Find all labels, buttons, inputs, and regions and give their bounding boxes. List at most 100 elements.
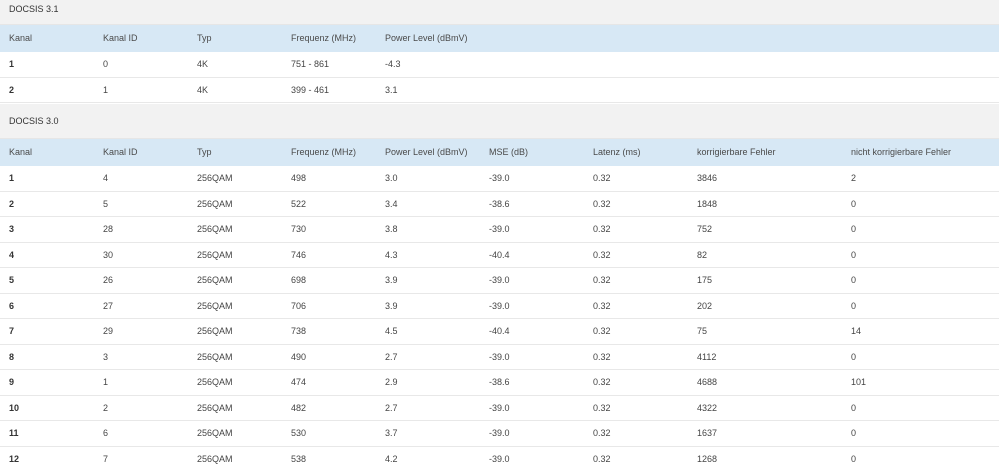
cell-kanal-id: 6: [103, 428, 109, 438]
cell-power-level: 3.0: [385, 173, 398, 183]
cell-mse: -39.0: [489, 428, 510, 438]
table-row: 4 30 256QAM 746 4.3 -40.4 0.32 82 0: [0, 242, 999, 268]
cell-frequenz: 498: [291, 173, 307, 183]
cell-kanal-id: 4: [103, 173, 109, 183]
table-row: 1 4 256QAM 498 3.0 -39.0 0.32 3846 2: [0, 166, 999, 192]
cell-typ: 256QAM: [197, 249, 233, 260]
cell-nicht-korrigierbare-fehler: 0: [851, 224, 857, 234]
cell-kanal: 11: [9, 428, 19, 438]
cell-typ: 256QAM: [197, 402, 233, 413]
cell-latenz: 0.32: [593, 198, 611, 209]
cell-power-level: 2.9: [385, 377, 398, 387]
cell-kanal-id: 7: [103, 453, 109, 464]
docsis30-header-row: Kanal Kanal ID Typ Frequenz (MHz) Power …: [0, 139, 999, 166]
cell-mse: -39.0: [489, 275, 510, 285]
cell-typ: 4K: [197, 84, 209, 95]
cell-korrigierbare-fehler: 4322: [697, 402, 718, 413]
table-row: 7 29 256QAM 738 4.5 -40.4 0.32 75 14: [0, 319, 999, 345]
cell-kanal-id: 1: [103, 377, 109, 387]
cell-frequenz: 706: [291, 300, 307, 311]
cell-korrigierbare-fehler: 752: [697, 224, 713, 234]
cell-power-level: -4.3: [385, 59, 401, 69]
cell-kanal: 1: [9, 173, 15, 183]
cell-power-level: 3.1: [385, 84, 398, 95]
cell-kanal: 6: [9, 300, 15, 311]
cell-typ: 256QAM: [197, 198, 233, 209]
cell-frequenz: 698: [291, 275, 307, 285]
column-header-frequenz: Frequenz (MHz): [291, 147, 357, 157]
docsis30-title: DOCSIS 3.0: [0, 104, 999, 139]
cell-frequenz: 738: [291, 326, 307, 336]
cell-korrigierbare-fehler: 82: [697, 249, 708, 260]
cell-kanal-id: 0: [103, 59, 109, 69]
cell-korrigierbare-fehler: 1637: [697, 428, 718, 438]
cell-typ: 256QAM: [197, 326, 233, 336]
cell-frequenz: 530: [291, 428, 307, 438]
docsis31-section: DOCSIS 3.1 Kanal Kanal ID Typ Frequenz (…: [0, 0, 999, 104]
cell-typ: 256QAM: [197, 377, 233, 387]
docsis30-rows: 1 4 256QAM 498 3.0 -39.0 0.32 3846 2 2 5 256QAM 522 3…: [0, 166, 999, 467]
cell-kanal-id: 29: [103, 326, 114, 336]
table-row: 3 28 256QAM 730 3.8 -39.0 0.32 752 0: [0, 217, 999, 243]
cell-korrigierbare-fehler: 4688: [697, 377, 718, 387]
cell-nicht-korrigierbare-fehler: 0: [851, 249, 857, 260]
column-header-korrigierbare-fehler: korrigierbare Fehler: [697, 147, 776, 157]
cell-nicht-korrigierbare-fehler: 0: [851, 275, 857, 285]
cell-latenz: 0.32: [593, 402, 611, 413]
cell-mse: -40.4: [489, 249, 510, 260]
cell-nicht-korrigierbare-fehler: 0: [851, 402, 857, 413]
cell-mse: -38.6: [489, 198, 510, 209]
cell-korrigierbare-fehler: 202: [697, 300, 713, 311]
cell-mse: -39.0: [489, 402, 510, 413]
table-row: 8 3 256QAM 490 2.7 -39.0 0.32 4112 0: [0, 344, 999, 370]
cell-korrigierbare-fehler: 4112: [697, 351, 717, 362]
cell-nicht-korrigierbare-fehler: 0: [851, 453, 857, 464]
cell-latenz: 0.32: [593, 275, 611, 285]
cell-frequenz: 730: [291, 224, 307, 234]
column-header-typ: Typ: [197, 147, 212, 157]
column-header-kanal: Kanal: [9, 33, 33, 43]
cell-mse: -39.0: [489, 224, 510, 234]
cell-power-level: 4.3: [385, 249, 398, 260]
cell-frequenz: 474: [291, 377, 307, 387]
docsis31-title: DOCSIS 3.1: [0, 0, 999, 25]
cell-latenz: 0.32: [593, 326, 611, 336]
cell-nicht-korrigierbare-fehler: 0: [851, 300, 857, 311]
cell-kanal: 3: [9, 224, 15, 234]
table-row: 10 2 256QAM 482 2.7 -39.0 0.32 4322 0: [0, 395, 999, 421]
cell-mse: -39.0: [489, 453, 510, 464]
table-row: 2 5 256QAM 522 3.4 -38.6 0.32 1848 0: [0, 191, 999, 217]
cell-kanal-id: 2: [103, 402, 109, 413]
cell-typ: 256QAM: [197, 428, 233, 438]
cell-mse: -39.0: [489, 300, 510, 311]
cell-frequenz: 538: [291, 453, 307, 464]
cell-latenz: 0.32: [593, 300, 611, 311]
cell-kanal: 7: [9, 326, 15, 336]
cell-kanal: 5: [9, 275, 15, 285]
cell-kanal-id: 3: [103, 351, 109, 362]
cell-power-level: 3.9: [385, 300, 398, 311]
cell-nicht-korrigierbare-fehler: 0: [851, 428, 857, 438]
cell-typ: 256QAM: [197, 275, 233, 285]
cell-typ: 256QAM: [197, 173, 233, 183]
column-header-kanal-id: Kanal ID: [103, 33, 138, 43]
cell-nicht-korrigierbare-fehler: 0: [851, 351, 857, 362]
cell-power-level: 3.7: [385, 428, 398, 438]
cell-frequenz: 746: [291, 249, 307, 260]
cell-nicht-korrigierbare-fehler: 0: [851, 198, 857, 209]
cell-power-level: 4.5: [385, 326, 398, 336]
cell-frequenz: 751 - 861: [291, 59, 330, 69]
cell-power-level: 2.7: [385, 402, 398, 413]
cell-power-level: 2.7: [385, 351, 398, 362]
cell-kanal-id: 30: [103, 249, 114, 260]
cell-power-level: 3.9: [385, 275, 398, 285]
cell-kanal: 4: [9, 249, 15, 260]
table-row: 6 27 256QAM 706 3.9 -39.0 0.32 202 0: [0, 293, 999, 319]
docsis30-section: Kanal Kanal ID Typ Frequenz (MHz) Power …: [0, 139, 999, 467]
cell-korrigierbare-fehler: 3846: [697, 173, 718, 183]
cell-nicht-korrigierbare-fehler: 14: [851, 326, 862, 336]
cell-frequenz: 522: [291, 198, 307, 209]
cell-latenz: 0.32: [593, 428, 611, 438]
column-header-mse: MSE (dB): [489, 147, 529, 157]
cell-kanal: 2: [9, 198, 15, 209]
